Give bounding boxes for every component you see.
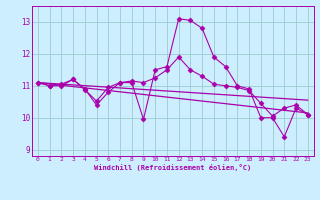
- X-axis label: Windchill (Refroidissement éolien,°C): Windchill (Refroidissement éolien,°C): [94, 164, 252, 171]
